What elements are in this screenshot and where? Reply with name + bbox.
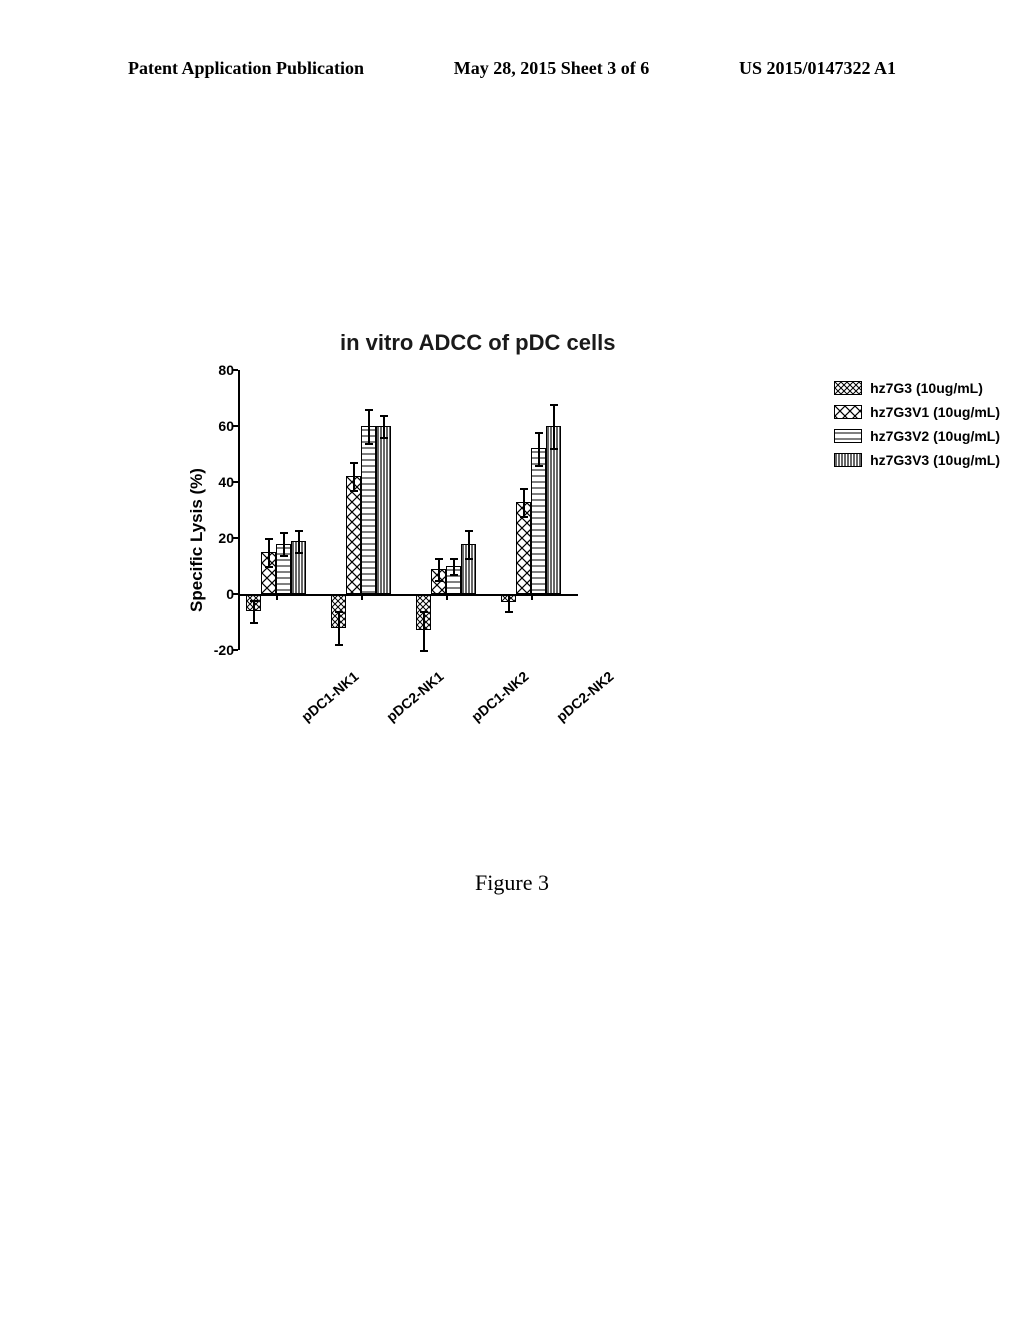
error-cap [250, 622, 258, 624]
error-bar [368, 409, 370, 443]
y-tick-label: 20 [204, 530, 234, 546]
error-cap [380, 415, 388, 417]
x-tick [361, 594, 363, 600]
legend-swatch [834, 429, 862, 443]
error-bar [268, 538, 270, 566]
error-cap [505, 594, 513, 596]
header-left: Patent Application Publication [128, 58, 364, 79]
legend-swatch [834, 453, 862, 467]
error-bar [453, 558, 455, 575]
header-center: May 28, 2015 Sheet 3 of 6 [454, 58, 649, 79]
legend-swatch [834, 405, 862, 419]
error-cap [350, 462, 358, 464]
error-cap [265, 538, 273, 540]
error-cap [420, 611, 428, 613]
x-category-label: pDC2-NK2 [553, 668, 616, 725]
error-bar [468, 530, 470, 558]
error-cap [435, 558, 443, 560]
error-cap [295, 552, 303, 554]
legend-label: hz7G3V3 (10ug/mL) [870, 452, 1000, 468]
x-tick [531, 594, 533, 600]
error-cap [250, 600, 258, 602]
error-cap [335, 644, 343, 646]
y-tick-label: 80 [204, 362, 234, 378]
bar [546, 426, 561, 594]
adcc-bar-chart: in vitro ADCC of pDC cells Specific Lysi… [180, 330, 860, 750]
error-cap [550, 404, 558, 406]
error-cap [280, 555, 288, 557]
bar [346, 476, 361, 594]
error-bar [523, 488, 525, 516]
legend-label: hz7G3 (10ug/mL) [870, 380, 983, 396]
error-cap [350, 490, 358, 492]
error-cap [520, 516, 528, 518]
error-cap [420, 650, 428, 652]
error-bar [538, 432, 540, 466]
error-bar [353, 462, 355, 490]
error-cap [550, 448, 558, 450]
legend-swatch [834, 381, 862, 395]
error-bar [508, 594, 510, 611]
legend-item: hz7G3V1 (10ug/mL) [834, 404, 1000, 420]
error-bar [253, 600, 255, 622]
error-cap [520, 488, 528, 490]
error-cap [505, 611, 513, 613]
legend-label: hz7G3V1 (10ug/mL) [870, 404, 1000, 420]
y-axis [238, 370, 240, 650]
x-category-label: pDC1-NK1 [298, 668, 361, 725]
error-bar [553, 404, 555, 449]
chart-title: in vitro ADCC of pDC cells [340, 330, 615, 356]
legend-item: hz7G3 (10ug/mL) [834, 380, 1000, 396]
error-cap [380, 437, 388, 439]
error-bar [283, 532, 285, 554]
plot-area: -20020406080pDC1-NK1pDC2-NK1pDC1-NK2pDC2… [238, 370, 578, 650]
y-tick-label: 40 [204, 474, 234, 490]
x-tick [446, 594, 448, 600]
x-category-label: pDC1-NK2 [468, 668, 531, 725]
page-header: Patent Application Publication May 28, 2… [0, 58, 1024, 79]
error-cap [335, 611, 343, 613]
error-cap [535, 432, 543, 434]
error-cap [450, 574, 458, 576]
legend-item: hz7G3V3 (10ug/mL) [834, 452, 1000, 468]
header-right: US 2015/0147322 A1 [739, 58, 896, 79]
error-bar [298, 530, 300, 552]
x-axis [238, 594, 578, 596]
bar [361, 426, 376, 594]
chart-legend: hz7G3 (10ug/mL) hz7G3V1 (10ug/mL) hz7G3V2 … [834, 380, 1000, 476]
bar [376, 426, 391, 594]
error-cap [535, 465, 543, 467]
error-bar [423, 611, 425, 650]
error-bar [383, 415, 385, 437]
error-cap [280, 532, 288, 534]
x-category-label: pDC2-NK1 [383, 668, 446, 725]
y-tick-label: -20 [204, 642, 234, 658]
error-cap [265, 566, 273, 568]
error-cap [465, 558, 473, 560]
error-bar [438, 558, 440, 580]
error-cap [465, 530, 473, 532]
error-cap [295, 530, 303, 532]
legend-item: hz7G3V2 (10ug/mL) [834, 428, 1000, 444]
error-bar [338, 611, 340, 645]
error-cap [365, 409, 373, 411]
y-tick-label: 60 [204, 418, 234, 434]
bar [531, 448, 546, 594]
legend-label: hz7G3V2 (10ug/mL) [870, 428, 1000, 444]
error-cap [365, 443, 373, 445]
error-cap [435, 580, 443, 582]
figure-caption: Figure 3 [0, 870, 1024, 896]
x-tick [276, 594, 278, 600]
y-tick-label: 0 [204, 586, 234, 602]
error-cap [450, 558, 458, 560]
